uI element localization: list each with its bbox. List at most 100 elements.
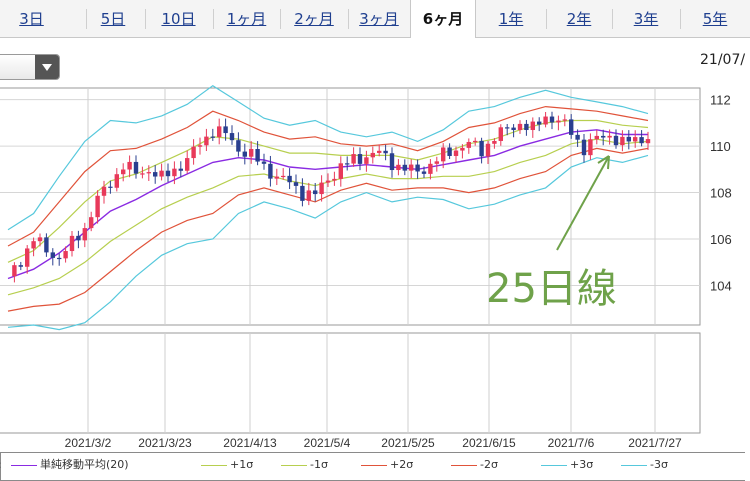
candle-body	[197, 145, 203, 147]
tab-separator	[145, 9, 146, 29]
candle-body	[351, 154, 356, 164]
candle-body	[159, 170, 164, 177]
legend-swatch	[451, 464, 477, 466]
candle-body	[485, 143, 491, 157]
legend-swatch	[361, 464, 387, 466]
legend-label: -2σ	[480, 458, 498, 471]
candle-body	[409, 164, 414, 171]
tab-5[interactable]: 3ヶ月	[359, 10, 399, 28]
candle-body	[562, 119, 567, 121]
candle-body	[345, 163, 350, 165]
candle-body	[114, 174, 119, 188]
tab-9[interactable]: 3年	[633, 10, 659, 28]
candle-body	[121, 169, 126, 175]
x-tick-label: 2021/7/6	[548, 436, 595, 450]
candle-body	[108, 186, 113, 188]
legend-label: +2σ	[390, 458, 414, 471]
tab-4[interactable]: 2ヶ月	[294, 10, 334, 28]
candle-body	[319, 182, 324, 195]
candle-body	[466, 141, 471, 148]
y-tick-label: 106	[710, 232, 732, 247]
legend-item-1: +1σ	[201, 457, 253, 473]
candle-body	[50, 252, 55, 258]
candle-body	[127, 161, 132, 170]
candle-body	[76, 235, 81, 241]
x-tick-label: 2021/3/2	[65, 436, 112, 450]
candle-body	[268, 163, 273, 179]
x-tick-label: 2021/5/4	[304, 436, 351, 450]
tab-3[interactable]: 1ヶ月	[226, 10, 267, 28]
candle-body	[594, 135, 599, 140]
tab-7[interactable]: 1年	[498, 10, 524, 28]
candle-body	[101, 186, 107, 196]
tab-separator	[280, 9, 281, 29]
chevron-down-icon	[42, 64, 52, 71]
legend-label: 単純移動平均(20)	[40, 458, 129, 471]
legend-item-0: 単純移動平均(20)	[11, 457, 129, 473]
candle-body	[530, 121, 535, 131]
candle-body	[588, 139, 593, 156]
tab-separator	[546, 9, 547, 29]
tab-separator	[680, 9, 681, 29]
candle-body	[242, 151, 247, 157]
candle-body	[178, 168, 183, 171]
tab-1[interactable]: 5日	[100, 10, 126, 28]
candle-body	[569, 119, 574, 135]
candle-body	[581, 139, 587, 156]
candle-body	[274, 176, 279, 179]
series-line-0	[7, 129, 648, 280]
candle-body	[140, 173, 145, 175]
candle-body	[255, 148, 260, 162]
candle-body	[396, 164, 401, 171]
tab-8[interactable]: 2年	[566, 10, 592, 28]
x-tick-label: 2021/3/23	[138, 436, 192, 450]
candle-body	[210, 136, 215, 138]
candle-body	[613, 135, 619, 146]
y-tick-label: 110	[710, 139, 731, 154]
legend-marker: :	[0, 457, 2, 473]
x-tick-label: 2021/5/25	[381, 436, 435, 450]
candle-body	[82, 228, 87, 241]
date-label: 21/07/	[700, 52, 746, 68]
candle-body	[524, 123, 529, 131]
candle-body	[185, 158, 190, 171]
candle-body	[498, 127, 503, 141]
chart-type-dropdown[interactable]	[0, 54, 60, 80]
tab-separator	[213, 9, 214, 29]
candle-body	[146, 172, 151, 174]
candle-body	[261, 161, 267, 164]
candle-body	[639, 137, 644, 144]
candle-body	[313, 190, 318, 195]
candle-body	[601, 135, 606, 138]
candle-body	[460, 147, 465, 151]
candle-body	[12, 265, 17, 277]
dropdown-arrow-button[interactable]	[35, 55, 59, 79]
candle-body	[229, 133, 235, 141]
candle-body	[172, 168, 177, 177]
legend-swatch	[281, 464, 307, 466]
tab-10[interactable]: 5年	[702, 10, 728, 28]
candle-body	[95, 195, 100, 218]
tab-0[interactable]: 3日	[19, 10, 44, 28]
legend-swatch	[541, 464, 567, 466]
candle-body	[492, 140, 497, 144]
candle-body	[434, 161, 439, 164]
candle-body	[389, 153, 395, 171]
legend-label: +3σ	[570, 458, 594, 471]
candle-body	[44, 237, 49, 253]
tab-2[interactable]: 10日	[161, 10, 196, 28]
tab-6[interactable]: 6ヶ月	[410, 0, 476, 38]
candlestick-chart: 104 106 108 110 112 2021/3/2 2021/3/23 2021/4/1…	[0, 84, 732, 450]
candle-body	[18, 265, 23, 267]
candle-body	[505, 127, 510, 129]
candle-body	[364, 157, 369, 164]
candle-body	[415, 164, 420, 172]
candle-body	[332, 178, 337, 181]
x-tick-label: 2021/7/27	[628, 436, 682, 450]
legend-swatch	[621, 464, 647, 466]
candle-body	[383, 150, 388, 154]
legend-label: -1σ	[310, 458, 328, 471]
legend-label: +1σ	[230, 458, 254, 471]
candle-body	[453, 150, 459, 156]
series-line-3	[7, 105, 649, 247]
